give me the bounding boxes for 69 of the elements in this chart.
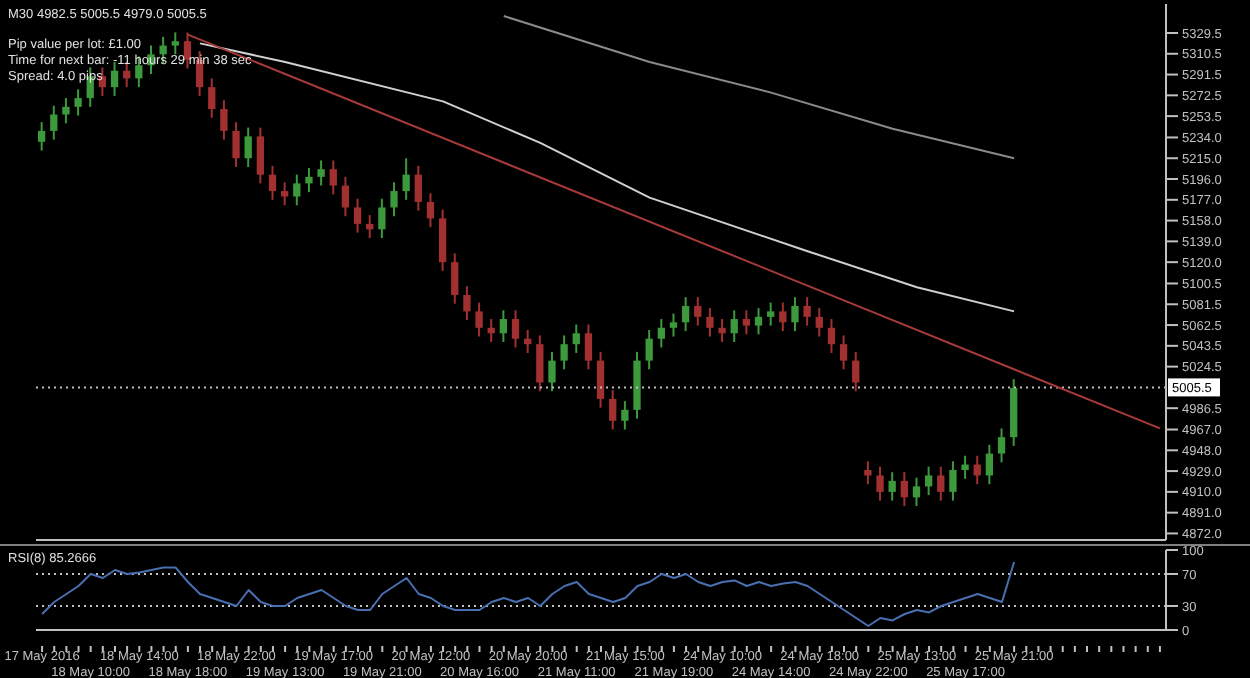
candlestick <box>864 460 872 486</box>
candlestick <box>852 350 860 393</box>
candlestick <box>815 307 823 338</box>
candlestick <box>779 301 787 333</box>
candlestick <box>208 77 216 119</box>
candlestick <box>171 31 179 56</box>
candlestick <box>438 208 447 272</box>
candlestick <box>803 296 811 327</box>
candlestick <box>621 400 629 431</box>
candlestick <box>888 471 896 502</box>
candlestick <box>74 88 82 117</box>
candlestick <box>681 296 690 333</box>
candlestick <box>536 334 544 393</box>
candlestick <box>997 427 1006 464</box>
candlestick <box>256 126 264 185</box>
candlestick <box>827 318 836 354</box>
candlestick <box>657 318 665 349</box>
candlestick <box>572 323 580 354</box>
candlestick <box>754 307 763 336</box>
line-series <box>41 561 1016 627</box>
candlestick <box>463 285 471 322</box>
candlestick <box>645 328 653 371</box>
candlestick <box>402 157 410 201</box>
candlestick <box>268 164 277 201</box>
candlestick <box>718 318 726 344</box>
candlestick <box>937 465 945 502</box>
candlestick <box>791 296 799 333</box>
candlestick <box>949 460 957 502</box>
candlestick <box>62 97 70 125</box>
candlestick <box>232 121 240 168</box>
candlestick <box>390 181 398 218</box>
candlestick <box>560 334 568 371</box>
candlestick <box>912 476 921 508</box>
candlestick <box>38 121 46 152</box>
candlestick <box>499 309 508 344</box>
candlestick <box>475 301 483 338</box>
candlestick <box>281 181 289 207</box>
candlestick <box>596 350 605 409</box>
candlestick <box>839 334 848 371</box>
candlestick <box>293 173 301 207</box>
candlestick <box>317 159 325 187</box>
candlestick <box>548 350 556 393</box>
candlestick <box>426 192 435 229</box>
candlestick <box>742 309 751 336</box>
candlestick <box>451 252 459 305</box>
candlestick <box>220 99 228 141</box>
candlestick <box>985 443 994 486</box>
candlestick <box>694 296 702 327</box>
candlestick <box>961 454 969 480</box>
candlestick <box>767 301 775 327</box>
line-series <box>502 15 1016 160</box>
candlestick <box>244 126 252 168</box>
candlestick <box>414 164 422 212</box>
candlestick <box>584 323 593 371</box>
candlestick <box>900 471 908 508</box>
candlestick <box>50 104 58 141</box>
candlestick <box>730 309 738 344</box>
candlestick <box>669 312 678 338</box>
candlestick <box>329 159 337 196</box>
candlestick <box>876 465 884 502</box>
candlestick <box>511 309 520 349</box>
candlestick <box>378 197 386 240</box>
candlestick <box>341 175 350 218</box>
candlestick <box>706 307 714 338</box>
candlestick <box>110 60 119 97</box>
candlestick <box>609 389 617 431</box>
candlestick <box>924 465 933 497</box>
candlestick <box>353 197 362 234</box>
candlestick <box>305 167 313 194</box>
